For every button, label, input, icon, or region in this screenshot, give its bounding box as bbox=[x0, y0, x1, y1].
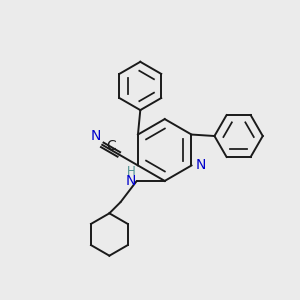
Text: H: H bbox=[127, 165, 136, 178]
Text: N: N bbox=[196, 158, 206, 172]
Text: C: C bbox=[107, 139, 116, 153]
Text: N: N bbox=[90, 129, 101, 143]
Text: N: N bbox=[125, 174, 136, 188]
